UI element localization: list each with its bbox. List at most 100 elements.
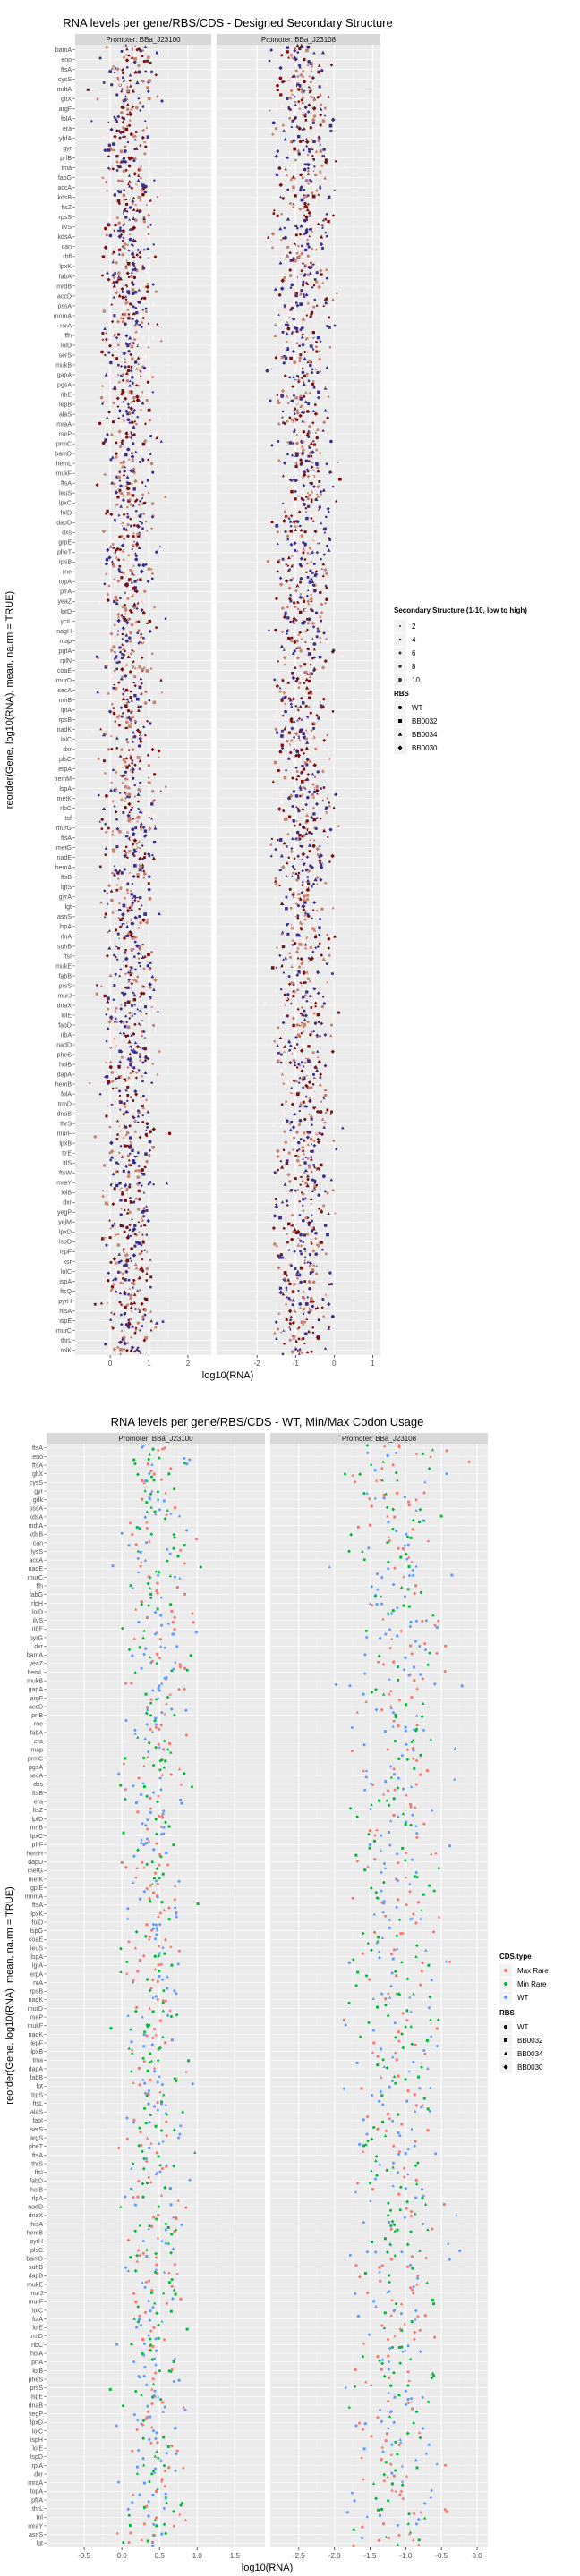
data-point [121, 1192, 124, 1196]
data-point [140, 631, 143, 635]
data-point [121, 1106, 125, 1110]
data-point [303, 913, 308, 917]
data-point [108, 1218, 111, 1222]
data-point [116, 1119, 119, 1123]
data-point [292, 892, 295, 895]
data-point [323, 527, 328, 531]
data-point [144, 919, 149, 925]
data-point [124, 770, 127, 774]
data-point [273, 896, 277, 900]
data-point [314, 521, 318, 525]
data-point [119, 504, 124, 508]
data-point [129, 932, 133, 936]
data-point [291, 1290, 295, 1293]
data-point [301, 419, 304, 423]
data-point [139, 964, 142, 968]
data-point [115, 441, 118, 445]
data-point [303, 846, 305, 850]
data-point [125, 379, 129, 383]
data-point [305, 208, 310, 212]
data-point [128, 969, 132, 972]
data-point [128, 743, 132, 747]
data-point [100, 304, 104, 308]
data-point [274, 1198, 277, 1201]
data-point [284, 1210, 287, 1214]
data-point [135, 510, 138, 513]
data-point [124, 1133, 128, 1137]
data-point [125, 475, 130, 479]
data-point [128, 97, 132, 100]
data-point [306, 431, 310, 435]
data-point [125, 1198, 129, 1201]
data-point [313, 411, 318, 416]
data-point [293, 408, 296, 412]
data-point [116, 373, 120, 377]
data-point [301, 678, 304, 682]
data-point [108, 233, 113, 238]
data-point [319, 583, 322, 588]
data-point [300, 1035, 304, 1039]
data-point [287, 597, 292, 601]
data-point [139, 1288, 141, 1292]
data-point [323, 106, 327, 110]
data-point [286, 630, 289, 633]
data-point [297, 510, 302, 514]
data-point [309, 448, 313, 453]
data-point [311, 1267, 315, 1272]
data-point [302, 698, 305, 700]
data-point [129, 1144, 132, 1148]
data-point [286, 932, 290, 936]
data-point [286, 156, 290, 160]
data-point [116, 1170, 119, 1173]
data-point [105, 432, 110, 436]
data-point [307, 454, 311, 458]
data-point [144, 70, 148, 73]
data-point [119, 1224, 123, 1228]
data-point [303, 204, 308, 208]
data-points [263, 43, 347, 1356]
data-point [108, 495, 112, 498]
data-point [115, 120, 119, 123]
data-point [146, 964, 150, 968]
data-point [111, 1241, 115, 1245]
data-point [315, 817, 319, 819]
data-point [129, 258, 133, 262]
data-point [306, 795, 310, 800]
data-point [284, 347, 287, 350]
data-point [294, 61, 298, 65]
data-point [126, 515, 130, 519]
data-point [118, 974, 122, 977]
data-point [292, 735, 296, 740]
data-point [146, 479, 149, 482]
data-point [306, 734, 310, 738]
data-point [299, 1110, 302, 1114]
data-point [111, 589, 115, 592]
data-point [316, 626, 320, 630]
data-point [314, 548, 320, 553]
data-point [124, 532, 128, 537]
data-point [320, 521, 323, 525]
data-point [133, 763, 137, 767]
data-point [284, 171, 286, 174]
data-point [114, 595, 118, 599]
data-point [311, 826, 313, 829]
data-point [311, 1249, 316, 1253]
data-point [141, 1167, 144, 1172]
data-point [107, 148, 111, 152]
data-point [131, 105, 135, 109]
data-point [132, 255, 136, 259]
data-point [296, 226, 299, 230]
data-point [313, 1001, 318, 1004]
data-point [319, 865, 324, 869]
data-point [133, 44, 137, 47]
data-point [305, 372, 309, 376]
data-point [306, 491, 310, 494]
data-point [143, 912, 148, 916]
data-point [300, 1032, 303, 1035]
data-point [319, 149, 323, 153]
data-point [307, 691, 311, 695]
data-point [111, 1183, 115, 1188]
data-point [133, 1224, 137, 1227]
data-point [282, 648, 286, 651]
data-point [298, 1076, 302, 1080]
